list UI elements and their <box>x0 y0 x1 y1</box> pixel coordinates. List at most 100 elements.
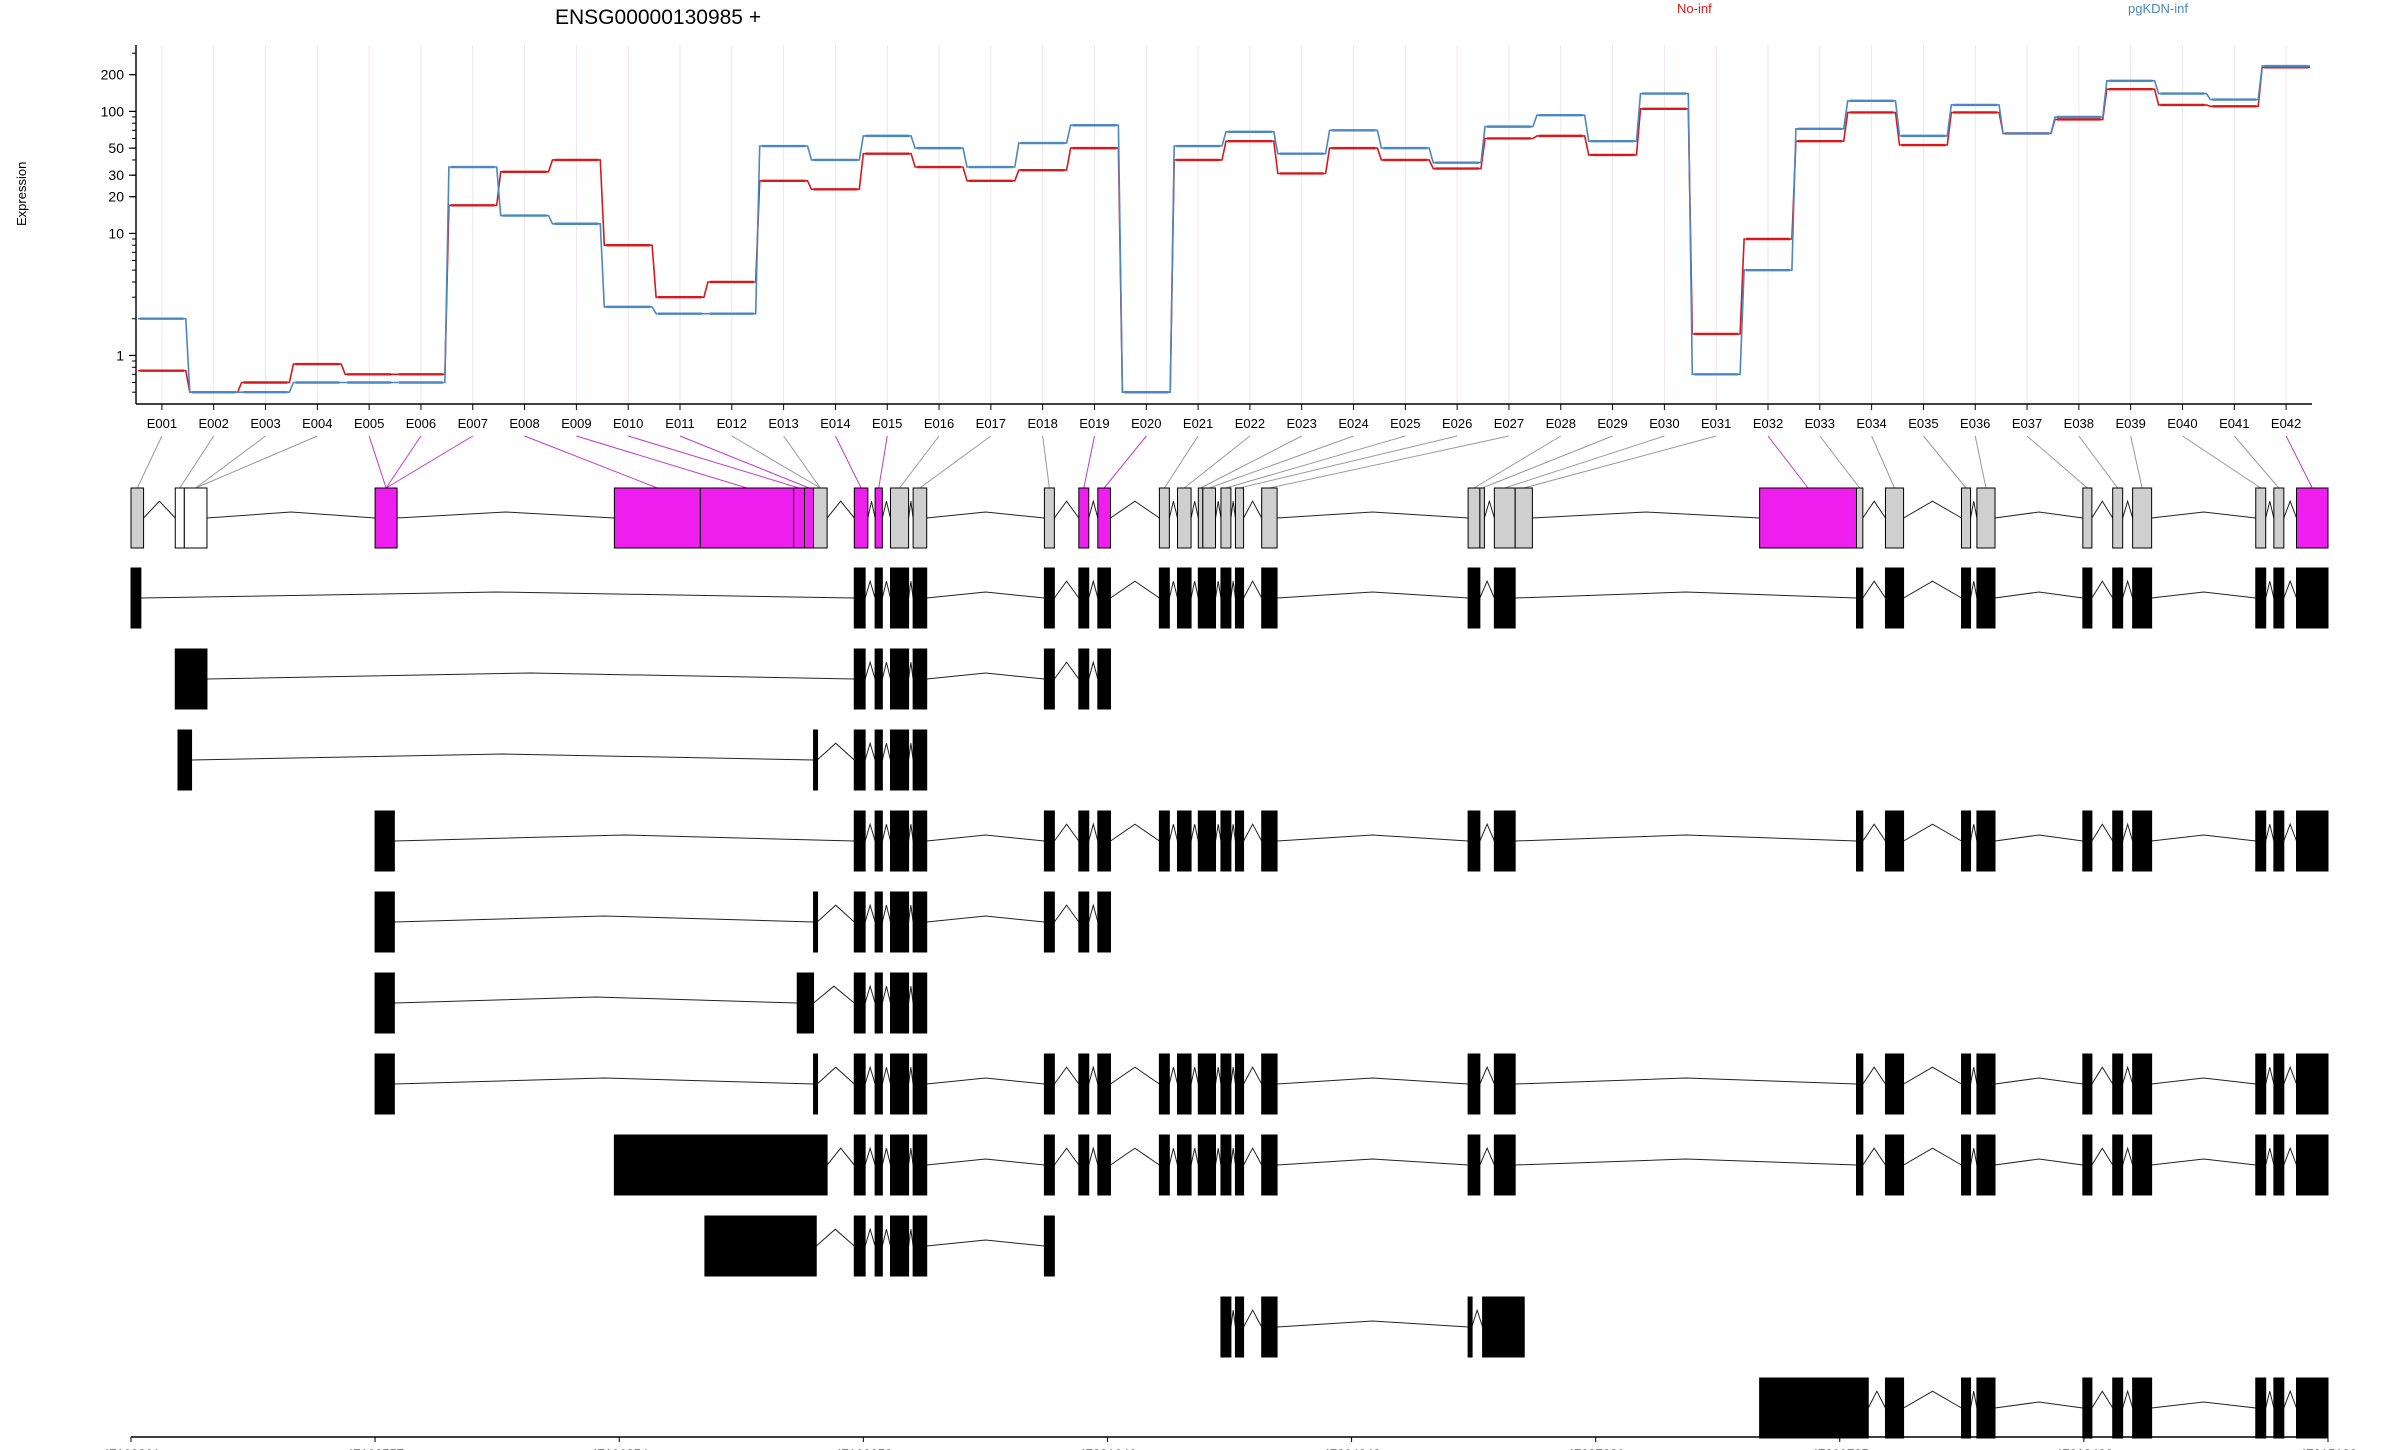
exon-connector <box>1923 435 1967 489</box>
transcript-exon <box>1158 567 1170 629</box>
transcript-intron <box>1110 580 1160 599</box>
transcript-intron <box>908 662 914 680</box>
transcript-intron <box>2283 1065 2297 1085</box>
transcript-intron <box>2151 1401 2256 1409</box>
transcript-intron <box>2151 834 2256 842</box>
genomic-tick-label: 47212432 <box>2055 1447 2113 1450</box>
exon-connector <box>2078 435 2119 489</box>
exon-connector <box>1200 435 1302 489</box>
transcript-exon <box>853 729 866 791</box>
transcript-exon <box>1197 810 1217 872</box>
exon-label: E022 <box>1235 416 1265 431</box>
exon-connector <box>1209 435 1354 489</box>
gene-exon <box>1514 487 1533 549</box>
transcript-exon <box>2082 1053 2093 1115</box>
transcript-exon <box>1261 810 1278 872</box>
transcript-intron <box>2265 824 2275 842</box>
gene-intron <box>926 511 1045 519</box>
transcript-exon <box>874 1215 883 1277</box>
gene-exon-significant <box>699 487 795 549</box>
transcript-exon <box>889 972 910 1034</box>
exon-label: E033 <box>1805 416 1835 431</box>
transcript-exon <box>874 648 883 710</box>
exon-connector <box>679 435 810 489</box>
gene-intron <box>2122 499 2134 519</box>
y-tick-label: 100 <box>101 103 125 119</box>
transcript-intron <box>815 1228 855 1247</box>
transcript-exon <box>912 567 928 629</box>
transcript-intron <box>2283 1146 2297 1166</box>
exon-connector <box>1163 435 1199 489</box>
transcript-intron <box>1230 1310 1236 1328</box>
transcript-intron <box>864 1227 876 1247</box>
transcript-intron <box>1862 1066 1886 1085</box>
transcript-exon <box>813 1053 819 1115</box>
transcript-intron <box>864 1065 876 1085</box>
transcript-intron <box>1190 824 1199 842</box>
transcript-intron <box>864 741 876 761</box>
transcript-intron <box>206 672 855 680</box>
transcript-exon <box>1234 810 1245 872</box>
exon-label: E019 <box>1079 416 1109 431</box>
gene-intron <box>881 501 891 519</box>
transcript-exon <box>889 891 910 953</box>
transcript-exon <box>1261 1296 1278 1358</box>
transcript-exon <box>912 972 928 1034</box>
transcript-exon <box>2132 567 2153 629</box>
transcript-intron <box>1168 1067 1178 1085</box>
transcript-intron <box>881 824 891 842</box>
transcript-exon <box>874 1134 883 1196</box>
exon-label: E030 <box>1649 416 1679 431</box>
transcript-exon <box>2255 810 2267 872</box>
gene-intron <box>908 501 914 519</box>
gene-exon <box>1467 487 1481 549</box>
exon-label: E015 <box>872 416 902 431</box>
transcript-exon <box>1097 648 1111 710</box>
transcript-intron <box>1515 1158 1857 1166</box>
transcript-intron <box>2091 823 2114 842</box>
transcript-exon <box>1234 1134 1245 1196</box>
gene-intron <box>206 511 376 519</box>
exon-label: E020 <box>1131 416 1161 431</box>
transcript-exon <box>1759 1377 1869 1439</box>
transcript-intron <box>881 1148 891 1166</box>
exon-label: E032 <box>1753 416 1783 431</box>
transcript-intron <box>1088 660 1099 680</box>
transcript-intron <box>2265 1067 2275 1085</box>
transcript-exon <box>1493 1053 1516 1115</box>
transcript-exon <box>2132 1134 2153 1196</box>
gene-exon <box>1961 487 1972 549</box>
series-line-no-inf <box>138 66 2310 393</box>
exon-connector <box>1239 435 1458 489</box>
transcript-exon <box>853 567 866 629</box>
transcript-exon <box>1855 1053 1864 1115</box>
transcript-intron <box>1215 581 1222 599</box>
gene-exon <box>813 487 828 549</box>
gene-exon <box>1479 487 1485 549</box>
gene-exon-significant <box>2295 487 2329 549</box>
transcript-intron <box>816 1066 855 1085</box>
exon-label: E024 <box>1338 416 1368 431</box>
transcript-exon <box>1158 810 1170 872</box>
exon-label: E040 <box>2167 416 2197 431</box>
exon-connector <box>878 435 888 489</box>
transcript-intron <box>1088 1146 1099 1166</box>
exon-connector <box>195 435 318 489</box>
gene-intron <box>1168 501 1178 519</box>
transcript-exon <box>1493 567 1516 629</box>
gene-intron <box>1243 500 1263 519</box>
transcript-exon <box>1467 1296 1473 1358</box>
transcript-exon <box>874 810 883 872</box>
transcript-intron <box>1277 591 1469 599</box>
transcript-intron <box>1903 1390 1962 1409</box>
exon-connector <box>385 435 422 489</box>
transcript-exon <box>1043 567 1055 629</box>
transcript-intron <box>1243 1309 1263 1328</box>
transcript-exon <box>177 729 193 791</box>
transcript-exon <box>1855 1134 1864 1196</box>
transcript-intron <box>1110 823 1160 842</box>
transcript-exon <box>853 648 866 710</box>
transcript-exon <box>2255 567 2267 629</box>
transcript-intron <box>1903 580 1962 599</box>
genomic-axis: 47190861 47193557 47196254 47198950 47201646… <box>102 1436 2357 1450</box>
